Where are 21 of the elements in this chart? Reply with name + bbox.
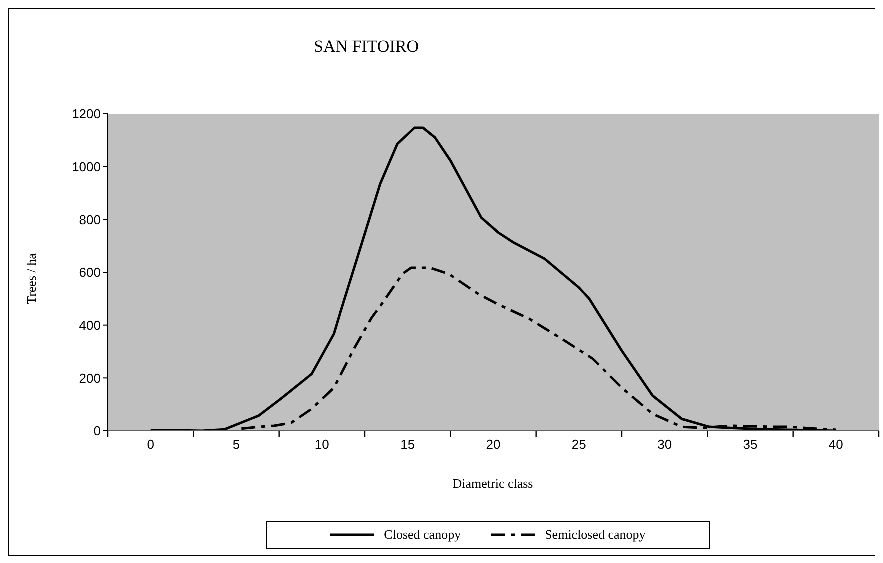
y-tick-label: 1000 — [72, 159, 101, 174]
x-axis-title: Diametric class — [452, 476, 534, 492]
x-tick-label: 5 — [232, 437, 240, 452]
y-tick-label: 600 — [79, 265, 101, 280]
x-tick-label: 40 — [828, 437, 844, 452]
y-tick-label: 400 — [79, 318, 101, 333]
chart-title: SAN FITOIRO — [312, 37, 420, 57]
y-tick-label: 1200 — [72, 106, 101, 122]
x-tick-label: 20 — [486, 437, 501, 452]
x-tick-label: 30 — [658, 437, 672, 452]
y-axis-title: Trees / ha — [24, 254, 40, 304]
x-tick-label: 35 — [743, 437, 758, 452]
x-tick-label: 25 — [572, 437, 586, 452]
x-tick-label: 10 — [314, 437, 330, 452]
y-tick-label: 200 — [79, 370, 101, 386]
y-tick-label: 0 — [94, 424, 101, 439]
x-tick-label: 15 — [400, 437, 416, 452]
y-tick-label: 800 — [79, 212, 101, 228]
legend-label: Semiclosed canopy — [545, 527, 646, 543]
x-tick-label: 0 — [147, 437, 154, 452]
legend-label: Closed canopy — [384, 527, 462, 543]
